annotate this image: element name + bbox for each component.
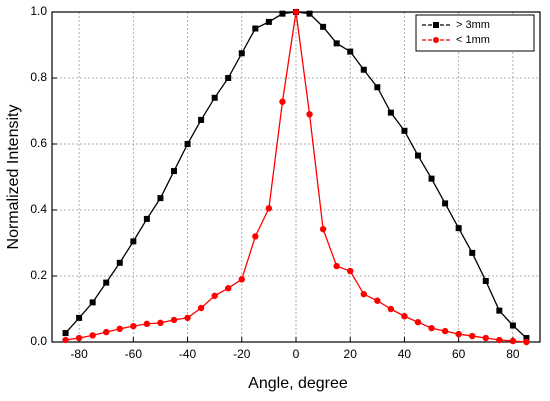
marker <box>279 10 286 17</box>
marker <box>130 322 137 330</box>
marker <box>225 285 232 292</box>
marker <box>265 18 272 25</box>
marker <box>415 152 421 159</box>
marker <box>130 238 137 245</box>
y-tick-label: 0.2 <box>30 268 47 282</box>
marker <box>469 249 476 256</box>
x-tick-label: -60 <box>125 347 143 361</box>
marker <box>306 10 313 17</box>
marker <box>360 66 367 73</box>
marker <box>103 279 110 286</box>
marker <box>455 225 462 232</box>
y-tick-label: 0.8 <box>30 70 47 84</box>
marker <box>374 84 381 91</box>
marker <box>157 319 164 327</box>
marker <box>103 328 110 336</box>
marker <box>523 335 530 342</box>
marker <box>62 336 69 344</box>
marker <box>116 259 123 266</box>
legend-label: > 3mm <box>456 19 490 31</box>
marker <box>76 314 83 321</box>
marker <box>184 314 191 322</box>
marker <box>320 23 327 30</box>
legend-box <box>415 14 535 52</box>
x-tick-label: 0 <box>293 347 300 361</box>
marker <box>184 141 191 147</box>
x-tick-label: 40 <box>398 347 412 361</box>
marker <box>469 332 476 340</box>
marker <box>306 111 313 118</box>
marker <box>319 225 327 233</box>
legend-label: < 1mm <box>456 34 490 46</box>
x-tick-label: -40 <box>179 347 197 361</box>
marker <box>171 168 177 175</box>
marker <box>414 319 422 326</box>
marker <box>482 334 489 342</box>
marker <box>89 299 96 306</box>
marker <box>428 175 435 182</box>
marker <box>89 332 96 339</box>
marker <box>197 304 205 312</box>
x-tick-label: -20 <box>233 347 251 361</box>
x-tick-label: 80 <box>506 347 520 361</box>
marker <box>116 325 123 332</box>
marker <box>401 127 408 134</box>
x-tick-label: 20 <box>344 347 358 361</box>
marker <box>441 327 449 335</box>
y-tick-label: 0.0 <box>30 334 47 348</box>
marker <box>374 297 381 304</box>
marker <box>198 116 205 123</box>
marker <box>211 292 218 299</box>
y-tick-label: 1.0 <box>30 4 47 18</box>
legend-marker <box>433 22 439 28</box>
marker <box>333 262 340 270</box>
y-axis-label: Normalized Intensity <box>5 105 22 250</box>
marker <box>279 98 286 105</box>
marker <box>170 316 178 324</box>
marker <box>225 75 232 81</box>
marker <box>387 109 394 116</box>
marker <box>265 205 273 212</box>
marker <box>62 330 69 337</box>
marker <box>428 324 435 332</box>
marker <box>252 233 259 240</box>
marker <box>442 200 449 207</box>
marker <box>496 307 503 314</box>
marker <box>347 48 354 55</box>
marker <box>347 267 354 275</box>
marker <box>238 276 245 283</box>
marker <box>75 334 83 342</box>
marker <box>360 290 367 298</box>
marker <box>387 305 395 313</box>
marker <box>292 8 300 16</box>
legend-marker <box>433 37 439 43</box>
marker <box>333 40 340 47</box>
y-tick-label: 0.4 <box>30 202 47 216</box>
x-axis-label: Angle, degree <box>248 375 348 392</box>
marker <box>211 94 218 101</box>
marker <box>252 25 259 32</box>
marker <box>509 337 517 345</box>
x-tick-label: 60 <box>452 347 466 361</box>
marker <box>143 215 150 222</box>
x-tick-label: -80 <box>70 347 88 361</box>
marker <box>455 330 462 338</box>
marker <box>157 195 164 202</box>
marker <box>509 322 516 329</box>
y-tick-label: 0.6 <box>30 136 47 150</box>
marker <box>238 50 245 57</box>
marker <box>401 313 408 320</box>
marker <box>496 336 503 344</box>
marker <box>482 277 489 284</box>
marker <box>143 320 151 328</box>
marker <box>523 338 530 346</box>
